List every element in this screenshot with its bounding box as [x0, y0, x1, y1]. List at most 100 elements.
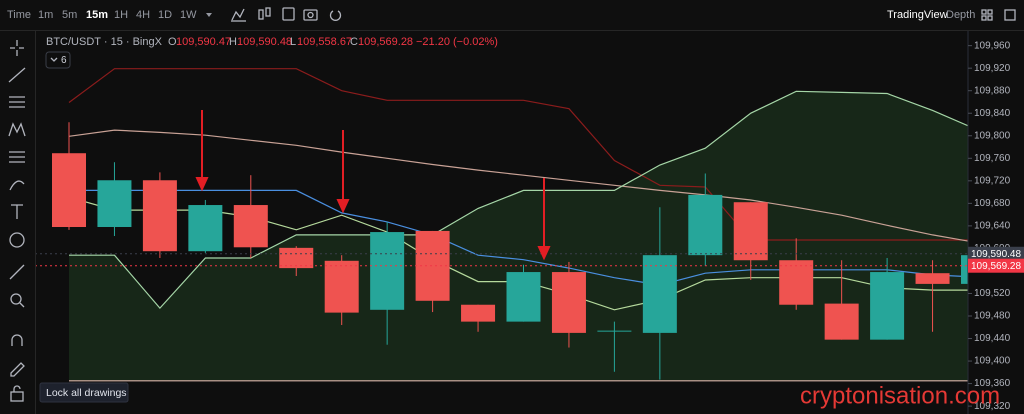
time-label[interactable]: Time — [7, 9, 31, 21]
change: −21.20 (−0.02%) — [416, 36, 498, 48]
timeframe[interactable]: 1D — [158, 9, 172, 21]
indicators-icon[interactable] — [231, 8, 245, 21]
drawing-tools — [8, 40, 26, 402]
indicators-toggle[interactable] — [45, 51, 71, 69]
timeframe[interactable]: 4H — [136, 9, 150, 21]
candle-body — [688, 194, 723, 256]
indicator-line — [68, 68, 968, 241]
candle-body — [779, 260, 814, 305]
y-tick-label: 109,440 — [974, 333, 1011, 344]
template-icon[interactable] — [282, 7, 295, 21]
stay-drawing-tool[interactable] — [10, 362, 25, 377]
candle-body — [551, 272, 586, 333]
candle-body — [870, 272, 905, 340]
candle-body — [506, 272, 541, 322]
price-label-box — [968, 246, 1024, 261]
magnet-tool[interactable] — [11, 334, 23, 346]
zoom-tool[interactable] — [10, 293, 22, 305]
candle-body — [188, 205, 223, 252]
y-tick-label: 109,800 — [974, 130, 1011, 141]
camera-lens — [307, 11, 314, 19]
grid-icon — [987, 9, 993, 15]
timeframe[interactable]: 5m — [62, 9, 77, 21]
zoom-handle — [19, 302, 25, 308]
y-tick-label: 109,640 — [974, 221, 1011, 232]
candle-body — [642, 255, 677, 333]
fib-tool[interactable] — [9, 96, 25, 108]
tooltip-text: Lock all drawings — [46, 387, 127, 399]
ohlc-key: L — [290, 36, 296, 48]
candle-body — [824, 303, 859, 340]
price-label-box — [968, 258, 1024, 273]
toolbar-icons — [231, 7, 342, 22]
timeframe[interactable]: 1H — [114, 9, 128, 21]
y-tick-label: 109,760 — [974, 153, 1011, 164]
timeframe[interactable]: 1m — [38, 9, 53, 21]
candle-body — [461, 304, 496, 322]
y-tick-label: 109,880 — [974, 85, 1011, 96]
candle-body — [961, 255, 968, 284]
y-tick-label: 109,360 — [974, 378, 1011, 389]
price-axis — [968, 31, 1024, 414]
y-tick-label: 109,480 — [974, 311, 1011, 322]
candles-icon — [265, 7, 271, 17]
layout-icons — [981, 9, 1016, 21]
y-tick-label: 109,840 — [974, 108, 1011, 119]
annotation-arrows — [195, 110, 551, 261]
tooltip — [39, 382, 129, 403]
pattern-tool[interactable] — [8, 122, 26, 137]
timeframe[interactable]: 1W — [180, 9, 197, 21]
ohlc-key: C — [350, 36, 358, 48]
lock-shackle — [13, 385, 21, 392]
y-tick-label: 109,520 — [974, 288, 1011, 299]
grid-icon[interactable] — [981, 9, 987, 15]
candles-icon[interactable] — [258, 9, 264, 20]
brush-tool[interactable] — [9, 180, 25, 191]
brand[interactable]: TradingView — [887, 9, 948, 21]
candle-body — [142, 180, 177, 252]
prediction-tool[interactable] — [9, 151, 25, 163]
ohlc-value: 109,590.47 — [176, 36, 231, 48]
candle-body — [370, 232, 405, 310]
price-label: 109,590.48 — [971, 249, 1021, 260]
lock-tool[interactable] — [10, 391, 24, 402]
candle-body — [52, 153, 86, 228]
reload-icon[interactable] — [329, 10, 342, 21]
y-tick-label: 109,920 — [974, 63, 1011, 74]
depth-tab[interactable]: Depth — [946, 9, 975, 21]
indicator-line — [69, 189, 968, 286]
candle-body — [279, 247, 314, 269]
candle-body — [597, 330, 632, 332]
cloud-fill — [69, 91, 968, 381]
grid-icon — [981, 15, 987, 21]
plot-area — [35, 68, 968, 382]
camera-icon[interactable] — [303, 9, 318, 21]
chevron — [50, 57, 58, 62]
ohlc-value: 109,569.28 — [358, 36, 413, 48]
arrow-head — [336, 199, 350, 214]
fullscreen-icon[interactable] — [1004, 9, 1016, 21]
arrow-head — [195, 177, 209, 192]
price-label: 109,569.28 — [971, 261, 1021, 272]
watermark: cryptonisation.com — [800, 382, 1000, 409]
ohlc-value: 109,558.67 — [297, 36, 352, 48]
y-tick-label: 109,320 — [974, 401, 1011, 412]
y-tick-label: 109,720 — [974, 175, 1011, 186]
candle-body — [915, 273, 950, 284]
trendline-tool[interactable] — [8, 67, 26, 83]
indicator-line — [68, 129, 968, 242]
price-axis-labels: 109,320 109,360 109,400 109,440 109,480 109,5… — [968, 40, 1024, 412]
ruler-tool[interactable] — [9, 264, 25, 280]
candle-body — [233, 205, 268, 248]
dropdown[interactable] — [206, 13, 212, 17]
left-toolbar — [0, 31, 35, 414]
text-tool[interactable] — [11, 204, 23, 219]
candle-body — [733, 202, 768, 261]
emoji-tool[interactable] — [9, 232, 25, 248]
crosshair-tool[interactable] — [10, 40, 24, 56]
indicator-line — [69, 90, 968, 310]
candle-body — [97, 180, 132, 228]
ohlc-key: H — [229, 36, 237, 48]
timeframe-active[interactable]: 15m — [86, 9, 108, 21]
